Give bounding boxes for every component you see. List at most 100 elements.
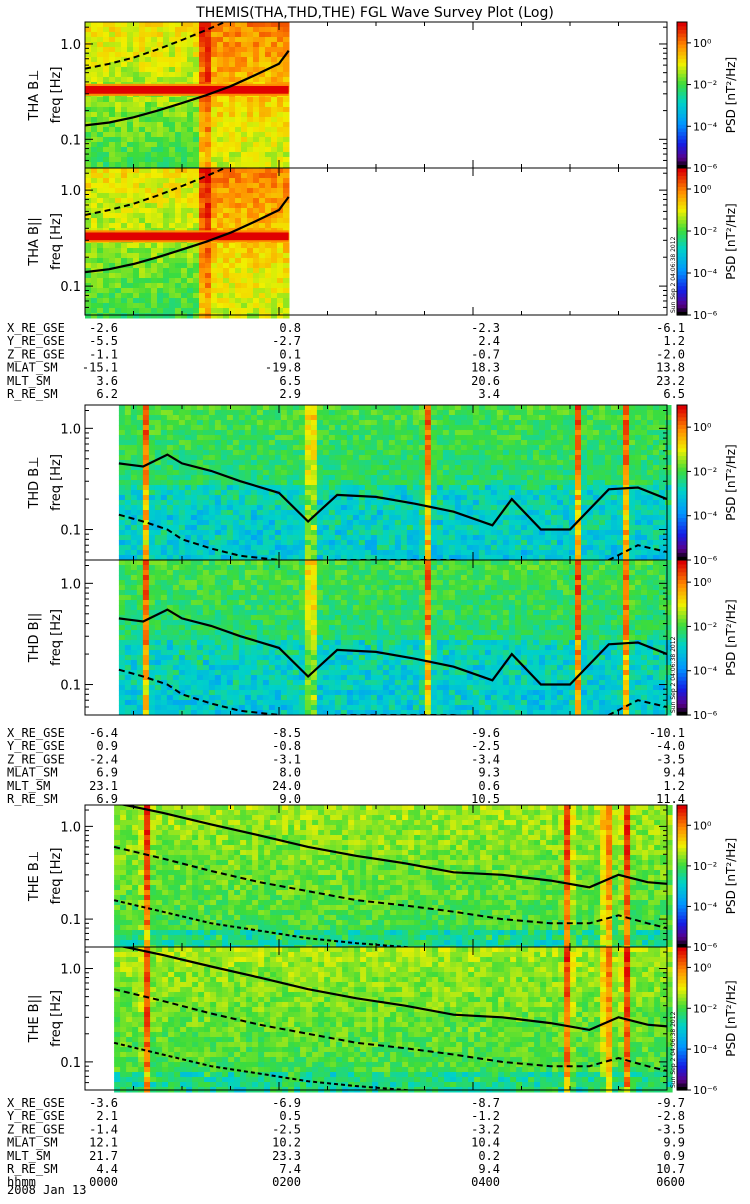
heatmap-cell bbox=[271, 147, 278, 153]
heatmap-cell bbox=[485, 515, 492, 521]
heatmap-cell bbox=[605, 455, 612, 461]
heatmap-cell bbox=[539, 540, 546, 546]
heatmap-cell bbox=[179, 445, 186, 451]
heatmap-cell bbox=[209, 495, 216, 501]
heatmap-cell bbox=[209, 455, 216, 461]
heatmap-cell bbox=[641, 430, 648, 436]
heatmap-cell bbox=[121, 67, 128, 73]
heatmap-cell bbox=[223, 293, 230, 299]
heatmap-cell bbox=[187, 298, 194, 304]
heatmap-cell bbox=[557, 510, 564, 516]
heatmap-cell bbox=[425, 490, 432, 496]
heatmap-cell bbox=[491, 475, 498, 481]
heatmap-cell bbox=[197, 450, 204, 456]
heatmap-cell bbox=[161, 535, 168, 541]
heatmap-cell bbox=[569, 415, 576, 421]
heatmap-cell bbox=[251, 420, 258, 426]
heatmap-cell bbox=[235, 127, 242, 133]
heatmap-cell bbox=[223, 77, 230, 83]
heatmap-cell bbox=[163, 127, 170, 133]
heatmap-cell bbox=[623, 440, 630, 446]
heatmap-cell bbox=[241, 193, 248, 199]
heatmap-cell bbox=[245, 465, 252, 471]
heatmap-cell bbox=[131, 485, 138, 491]
heatmap-cell bbox=[253, 152, 260, 158]
heatmap-cell bbox=[329, 425, 336, 431]
heatmap-cell bbox=[199, 248, 206, 254]
heatmap-cell bbox=[293, 470, 300, 476]
heatmap-cell bbox=[253, 127, 260, 133]
heatmap-cell bbox=[277, 298, 284, 304]
heatmap-cell bbox=[467, 485, 474, 491]
heatmap-cell bbox=[121, 168, 128, 174]
heatmap-cell bbox=[161, 550, 168, 556]
heatmap-cell bbox=[305, 485, 312, 491]
heatmap-cell bbox=[253, 298, 260, 304]
heatmap-cell bbox=[509, 470, 516, 476]
heatmap-cell bbox=[119, 425, 126, 431]
heatmap-cell bbox=[235, 57, 242, 63]
heatmap-cell bbox=[193, 198, 200, 204]
heatmap-cell bbox=[191, 500, 198, 506]
heatmap-cell bbox=[227, 500, 234, 506]
heatmap-cell bbox=[257, 475, 264, 481]
heatmap-cell bbox=[611, 500, 618, 506]
heatmap-cell bbox=[245, 530, 252, 536]
heatmap-cell bbox=[245, 450, 252, 456]
heatmap-cell bbox=[217, 137, 224, 143]
heatmap-cell bbox=[277, 107, 284, 113]
heatmap-cell bbox=[251, 460, 258, 466]
heatmap-cell bbox=[157, 152, 164, 158]
heatmap-cell bbox=[175, 77, 182, 83]
heatmap-cell bbox=[197, 410, 204, 416]
heatmap-cell bbox=[509, 520, 516, 526]
heatmap-cell bbox=[91, 198, 98, 204]
heatmap-cell bbox=[287, 480, 294, 486]
heatmap-cell bbox=[569, 420, 576, 426]
heatmap-cell bbox=[305, 475, 312, 481]
heatmap-cell bbox=[181, 67, 188, 73]
heatmap-cell bbox=[341, 405, 348, 411]
heatmap-cell bbox=[163, 142, 170, 148]
heatmap-cell bbox=[287, 495, 294, 501]
heatmap-cell bbox=[109, 273, 116, 279]
heatmap-cell bbox=[623, 520, 630, 526]
heatmap-cell bbox=[347, 445, 354, 451]
heatmap-cell bbox=[163, 117, 170, 123]
heatmap-cell bbox=[479, 440, 486, 446]
heatmap-cell bbox=[395, 535, 402, 541]
heatmap-cell bbox=[155, 420, 162, 426]
heatmap-cell bbox=[317, 515, 324, 521]
heatmap-cell bbox=[163, 313, 170, 319]
heatmap-cell bbox=[265, 243, 272, 249]
heatmap-cell bbox=[461, 405, 468, 411]
heatmap-cell bbox=[599, 545, 606, 551]
timestamp-stamp: Sun Sep 2 04:06:38 2012 bbox=[670, 236, 677, 313]
heatmap-cell bbox=[277, 42, 284, 48]
heatmap-cell bbox=[437, 500, 444, 506]
heatmap-cell bbox=[199, 263, 206, 269]
heatmap-cell bbox=[151, 173, 158, 179]
heatmap-cell bbox=[193, 67, 200, 73]
heatmap-cell bbox=[359, 455, 366, 461]
heatmap-cell bbox=[235, 102, 242, 108]
heatmap-cell bbox=[85, 152, 92, 158]
heatmap-cell bbox=[581, 410, 588, 416]
heatmap-cell bbox=[109, 248, 116, 254]
heatmap-cell bbox=[241, 253, 248, 259]
heatmap-cell bbox=[257, 410, 264, 416]
heatmap-cell bbox=[425, 430, 432, 436]
heatmap-cell bbox=[119, 485, 126, 491]
heatmap-cell bbox=[317, 425, 324, 431]
heatmap-cell bbox=[115, 288, 122, 294]
heatmap-cell bbox=[127, 223, 134, 229]
heatmap-cell bbox=[85, 102, 92, 108]
heatmap-cell bbox=[473, 485, 480, 491]
heatmap-cell bbox=[217, 268, 224, 274]
heatmap-cell bbox=[593, 510, 600, 516]
heatmap-cell bbox=[581, 545, 588, 551]
heatmap-cell bbox=[121, 313, 128, 319]
heatmap-cell bbox=[121, 173, 128, 179]
heatmap-cells bbox=[85, 22, 290, 173]
